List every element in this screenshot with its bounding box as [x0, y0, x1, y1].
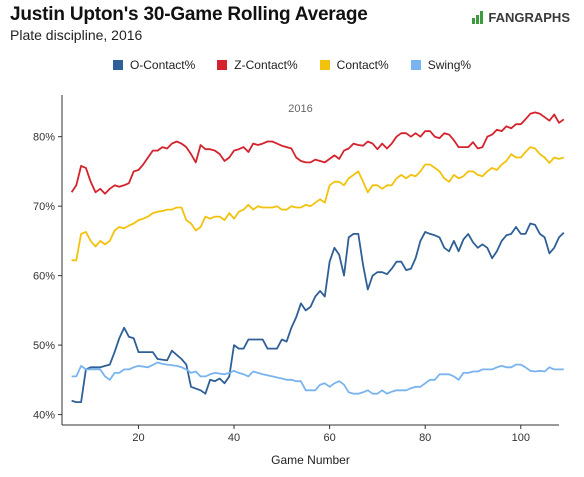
chart-subtitle: Plate discipline, 2016 [10, 27, 143, 43]
x-axis-title: Game Number [271, 453, 350, 467]
y-tick-label: 80% [33, 132, 55, 144]
y-tick-label: 40% [33, 410, 55, 422]
series-line-swing [71, 361, 564, 395]
fangraphs-logo: FANGRAPHS [472, 10, 570, 25]
fangraphs-logo-icon [472, 11, 484, 24]
x-tick-label: 20 [132, 432, 144, 444]
chart-title: Justin Upton's 30-Game Rolling Average [10, 4, 368, 25]
legend-label: Swing% [427, 58, 472, 72]
x-tick-label: 40 [228, 432, 240, 444]
x-tick-label: 60 [323, 432, 335, 444]
legend-label: Contact% [336, 58, 389, 72]
legend-label: Z-Contact% [234, 58, 298, 72]
fangraphs-logo-text: FANGRAPHS [488, 10, 570, 25]
chart-legend: O-Contact% Z-Contact% Contact% Swing% [0, 58, 584, 72]
y-tick-label: 70% [33, 201, 55, 213]
legend-swatch [319, 60, 330, 70]
legend-label: O-Contact% [129, 58, 196, 72]
legend-item[interactable]: Contact% [319, 58, 389, 72]
legend-swatch [410, 60, 421, 70]
y-tick-label: 60% [33, 271, 55, 283]
year-label: 2016 [288, 103, 312, 115]
x-tick-label: 80 [419, 432, 431, 444]
series-line-contact [71, 146, 565, 262]
legend-item[interactable]: Swing% [410, 58, 472, 72]
legend-swatch [217, 60, 228, 70]
series-line-o-contact [71, 222, 565, 403]
legend-swatch [112, 60, 123, 70]
legend-item[interactable]: O-Contact% [112, 58, 196, 72]
legend-item[interactable]: Z-Contact% [217, 58, 298, 72]
x-tick-label: 100 [512, 432, 530, 444]
series-line-z-contact [70, 111, 565, 195]
y-tick-label: 50% [33, 340, 55, 352]
